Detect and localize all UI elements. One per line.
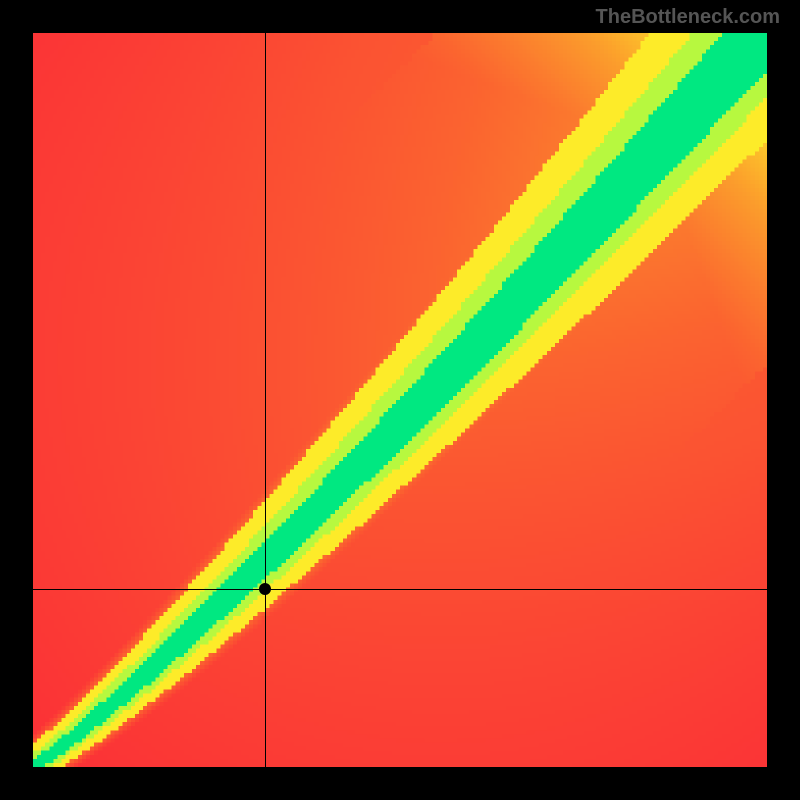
crosshair-marker[interactable] xyxy=(259,583,271,595)
plot-area xyxy=(33,33,767,767)
chart-container: TheBottleneck.com xyxy=(0,0,800,800)
crosshair-vertical xyxy=(265,33,266,767)
heatmap-canvas[interactable] xyxy=(33,33,767,767)
watermark-text: TheBottleneck.com xyxy=(596,6,780,29)
crosshair-horizontal xyxy=(33,589,767,590)
